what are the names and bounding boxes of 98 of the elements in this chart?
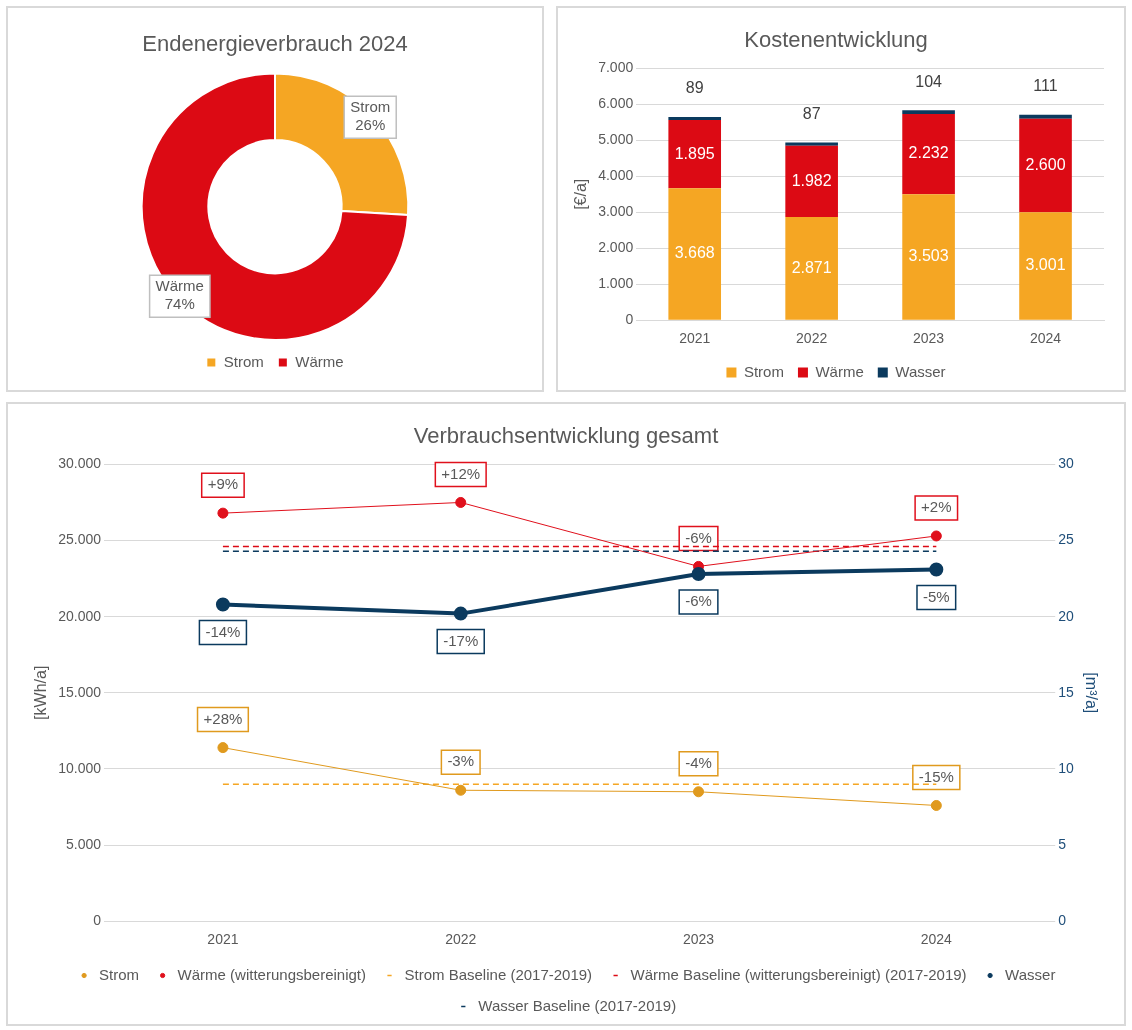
bar [668,116,722,121]
y2-tick-label: 25 [1058,531,1075,548]
point [455,784,467,796]
bar [902,113,955,195]
slice-label: Strom [350,98,391,116]
annotation: -4% [685,753,712,771]
annotation: -6% [685,592,712,610]
legend-label: Wärme (witterungsbereinigt) [177,965,367,983]
y2-tick-label: 20 [1058,607,1075,624]
bar [1019,212,1072,320]
annotation: -15% [918,767,954,785]
data-label: 3.001 [1025,256,1066,274]
legend-label: Strom [743,362,784,380]
y2-axis-title: [m³/a] [1082,672,1100,714]
bar [902,110,955,114]
annotation: -6% [685,528,712,546]
bar [1019,118,1072,213]
y-tick-label: 2.000 [598,239,634,256]
data-label: 26% [355,116,386,134]
bar [668,188,722,320]
point [455,496,467,508]
data-label: 74% [164,295,195,313]
x-tick-label: 2021 [679,330,711,347]
point [453,606,468,621]
data-label: 87 [802,104,821,122]
data-label: 3.503 [908,247,949,265]
annotation: -5% [922,587,950,605]
point [693,786,705,798]
legend-label: Wasser [1005,965,1056,983]
legend-label: Strom Baseline (2017-2019) [404,965,593,983]
y-axis-title: [kWh/a] [32,665,50,720]
annotation: +28% [203,709,243,727]
x-tick-label: 2024 [1029,330,1062,347]
legend-label: Wärme Baseline (witterungsbereinigt) (2017-2019) [630,965,967,983]
point [217,507,229,519]
y-tick-label: 10.000 [58,759,102,776]
y-tick-label: 7.000 [598,59,634,76]
y2-tick-label: 10 [1058,759,1075,776]
bar [1019,114,1072,119]
y-tick-label: 20.000 [58,607,102,624]
y2-tick-label: 5 [1058,835,1067,852]
point [930,530,942,542]
y-tick-label: 5.000 [65,835,102,852]
x-tick-label: 2024 [920,931,953,948]
y-tick-label: 3.000 [598,203,634,220]
annotation: +12% [441,464,481,482]
legend-label: Wärme [295,352,344,370]
data-label: 1.982 [791,171,832,189]
y-tick-label: 1.000 [598,275,634,292]
y2-tick-label: 30 [1058,455,1075,472]
data-label: 2.232 [908,144,949,162]
data-label: 3.668 [674,244,715,262]
point [930,799,942,811]
data-label: 1.895 [674,144,715,162]
annotation: -17% [443,631,479,649]
x-tick-label: 2023 [913,330,945,347]
annotation: -14% [205,622,241,640]
legend-label: Wärme [815,362,864,380]
y-tick-label: 6.000 [598,95,634,112]
annotation: +9% [207,475,239,493]
point [217,742,229,754]
y-tick-label: 30.000 [58,455,102,472]
y-tick-label: 5.000 [598,131,634,148]
chart-title: Endenergieverbrauch 2024 [142,31,408,57]
bar [785,145,838,217]
y-tick-label: 0 [93,912,102,929]
bar [785,216,838,320]
slice-label: Wärme [155,277,204,295]
x-tick-label: 2022 [445,931,477,948]
y-tick-label: 25.000 [58,531,102,548]
legend-label: Strom [223,352,264,370]
y-tick-label: 15.000 [58,683,102,700]
bar [785,142,838,146]
point [215,597,230,612]
y-tick-label: 0 [625,311,634,328]
annotation: -3% [447,752,475,770]
point [691,567,706,582]
legend-label: Strom [99,965,140,983]
y-tick-label: 4.000 [598,167,634,184]
chart-title: Kostenentwicklung [744,27,928,53]
y-axis-title: [€/a] [572,178,590,210]
data-label: 2.871 [791,258,832,276]
x-tick-label: 2021 [207,931,239,948]
bar [668,120,722,189]
legend-label: Wasser Baseline (2017-2019) [478,996,677,1014]
x-tick-label: 2022 [796,330,828,347]
annotation: +2% [921,498,952,516]
data-label: 2.600 [1025,155,1066,173]
legend-label: Wasser [895,362,946,380]
data-label: 104 [915,72,943,90]
point [929,562,944,577]
data-label: 89 [685,79,704,97]
chart-title: Verbrauchsentwicklung gesamt [413,423,719,449]
x-tick-label: 2023 [682,931,715,948]
data-label: 111 [1033,77,1058,95]
y2-tick-label: 15 [1058,683,1075,700]
bar [902,194,955,320]
y2-tick-label: 0 [1058,912,1067,929]
